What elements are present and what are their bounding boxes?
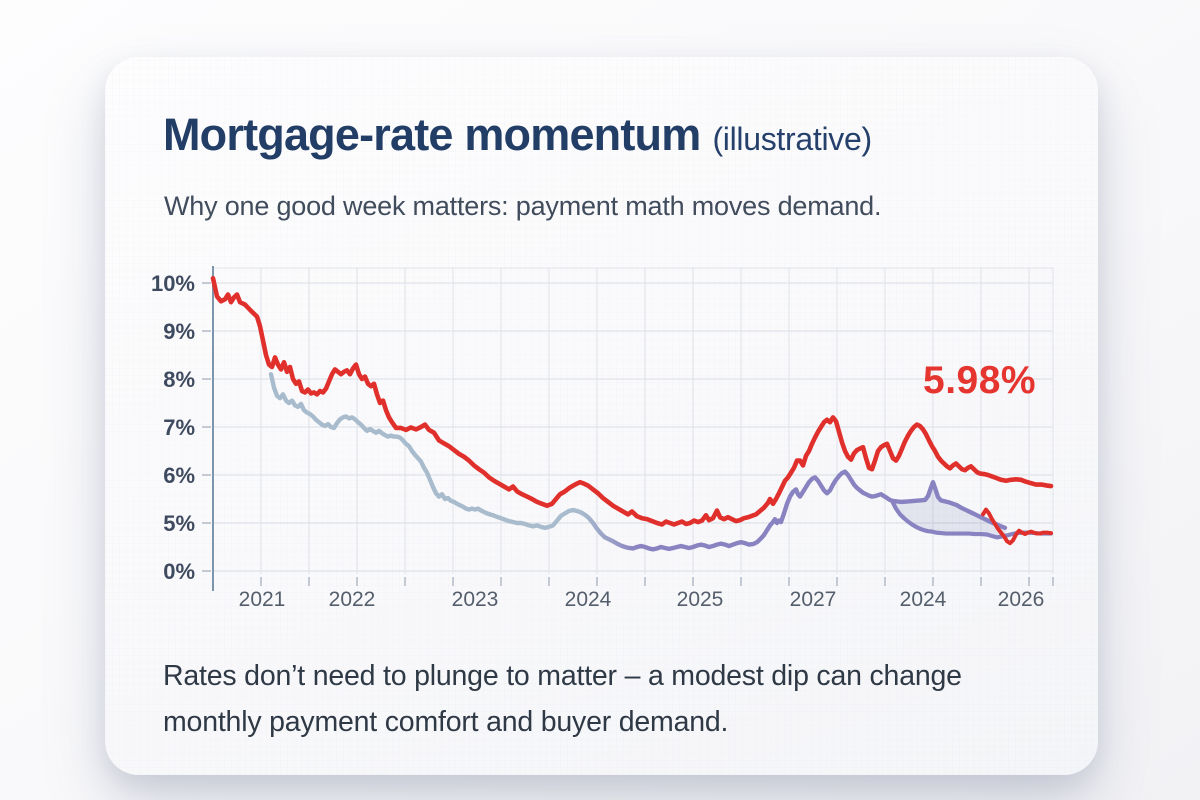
- branch-fill: [892, 482, 1007, 538]
- y-tick-label: 10%: [151, 271, 195, 296]
- x-tick-label: 2024: [900, 588, 947, 611]
- y-tick-label: 0%: [163, 559, 195, 584]
- infographic-card: Mortgage-rate momentum (illustrative) Why…: [105, 57, 1098, 775]
- x-tick-label: 2021: [239, 588, 286, 611]
- title-text: Mortgage-rate momentum: [163, 109, 701, 160]
- x-tick-label: 2025: [677, 588, 724, 611]
- subtitle: Why one good week matters: payment math …: [164, 191, 882, 221]
- x-tick-label: 2022: [329, 588, 376, 611]
- x-tick-label: 2023: [452, 588, 499, 611]
- series-headline-tail: [981, 507, 1053, 546]
- caption-line-1: Rates don’t need to plunge to matter – a…: [163, 660, 962, 692]
- x-tick-label: 2026: [998, 588, 1045, 611]
- y-tick-label: 8%: [163, 367, 195, 392]
- x-tick-label: 2027: [790, 588, 837, 611]
- title-suffix: (illustrative): [712, 121, 872, 157]
- page-title: Mortgage-rate momentum (illustrative): [163, 109, 872, 161]
- x-tick-label: 2024: [565, 588, 612, 611]
- y-tick-label: 5%: [163, 511, 195, 536]
- y-tick-label: 7%: [163, 415, 195, 440]
- y-tick-label: 9%: [163, 319, 195, 344]
- rate-chart: 10% 9% 8% 7% 6% 5% 0% 2021 2022 2023 2024 2025 2027 2…: [140, 255, 1060, 615]
- caption: Rates don’t need to plunge to matter – a…: [163, 653, 962, 745]
- caption-line-2: monthly payment comfort and buyer demand…: [163, 706, 729, 738]
- series-comparison-rate: [268, 371, 1008, 552]
- rate-annotation: 5.98%: [923, 359, 1037, 402]
- rate-chart-svg: 10% 9% 8% 7% 6% 5% 0% 2021 2022 2023 2024 2025 2027 2…: [151, 266, 1054, 611]
- y-tick-label: 6%: [163, 463, 195, 488]
- series-headline-rate: [210, 275, 1054, 527]
